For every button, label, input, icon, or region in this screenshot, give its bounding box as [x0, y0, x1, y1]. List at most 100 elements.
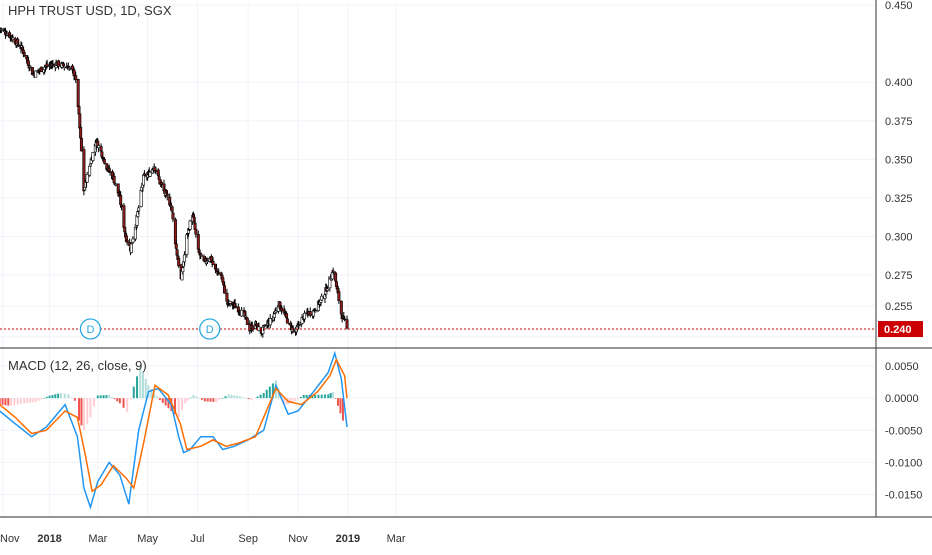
candle-body: [79, 138, 83, 152]
macd-axis-tick-label: -0.0050: [885, 425, 922, 437]
candle-body: [181, 267, 185, 273]
candle-body: [339, 300, 343, 315]
macd-histogram-bar: [224, 396, 227, 399]
candle-body: [221, 277, 225, 283]
candle-body: [76, 79, 80, 108]
candle-body: [217, 272, 221, 275]
candle-body: [171, 212, 175, 220]
macd-histogram-bar: [244, 398, 247, 399]
macd-histogram-bar: [265, 389, 268, 399]
macd-histogram-bar: [250, 398, 253, 401]
candle-body: [119, 204, 123, 207]
candle-body: [122, 205, 126, 228]
candle-body: [102, 157, 106, 159]
macd-histogram-bar: [118, 398, 121, 404]
macd-histogram-bar: [126, 398, 129, 413]
macd-histogram-bar: [28, 398, 31, 403]
macd-histogram-bar: [4, 398, 7, 406]
candle-body: [205, 260, 209, 263]
candle-body: [154, 170, 158, 172]
macd-histogram-bar: [34, 398, 37, 403]
candle-body: [70, 65, 74, 70]
macd-histogram-bar: [253, 398, 256, 399]
candle-body: [88, 163, 92, 167]
macd-histogram-bar: [230, 394, 233, 399]
macd-histogram-bar: [195, 396, 198, 399]
macd-histogram-bar: [102, 395, 105, 399]
candle-body: [91, 152, 95, 161]
candle-body: [337, 291, 341, 301]
macd-histogram-bar: [294, 398, 297, 402]
macd-histogram-bar: [136, 376, 139, 399]
macd-histogram-bar: [299, 397, 302, 399]
macd-histogram-bar: [227, 394, 230, 399]
candle-body: [325, 288, 329, 291]
time-axis-tick-label: Nov: [288, 533, 308, 545]
candle-body: [11, 37, 15, 40]
candle-body: [244, 315, 248, 318]
candle-body: [160, 181, 164, 185]
macd-histogram-bar: [256, 396, 259, 399]
candle-body: [22, 52, 26, 56]
macd-histogram-bar: [113, 398, 116, 400]
candle-body: [28, 65, 32, 68]
macd-histogram-bar: [297, 398, 300, 400]
macd-histogram-bar: [19, 398, 22, 404]
macd-histogram-bar: [43, 398, 46, 399]
macd-histogram-bar: [13, 398, 16, 406]
macd-histogram-bar: [86, 398, 89, 424]
macd-histogram-bar: [259, 394, 262, 399]
macd-histogram-bar: [82, 398, 85, 431]
price-axis-tick-label: 0.275: [885, 270, 913, 282]
candle-body: [165, 193, 169, 197]
candle-body: [343, 318, 347, 321]
macd-histogram-bar: [288, 398, 291, 404]
candle-body: [137, 207, 141, 212]
macd-histogram-bar: [177, 398, 180, 418]
macd-series-line: [0, 357, 348, 493]
macd-histogram-bar: [285, 398, 288, 405]
macd-histogram-bar: [105, 395, 108, 399]
candle-body: [0, 28, 3, 31]
macd-histogram-bar: [337, 398, 340, 406]
candle-body: [139, 189, 143, 207]
candle-body: [142, 173, 146, 176]
candle-body: [45, 63, 49, 67]
macd-histogram-bar: [31, 398, 34, 403]
macd-histogram-bar: [209, 398, 212, 402]
macd-histogram-bar: [218, 398, 221, 401]
candle-body: [196, 234, 200, 250]
time-axis-tick-label: Sep: [238, 533, 258, 545]
macd-histogram-bar: [129, 398, 132, 400]
candle-body: [97, 145, 101, 149]
macd-histogram-bar: [334, 398, 337, 399]
candle-body: [297, 324, 301, 326]
macd-histogram-bar: [314, 394, 317, 399]
macd-histogram-bar: [186, 398, 189, 401]
last-price-label: 0.240: [884, 324, 912, 336]
macd-histogram-bar: [67, 394, 70, 399]
macd-histogram-bar: [283, 398, 286, 405]
candle-body: [173, 219, 177, 245]
macd-histogram-bar: [57, 393, 60, 399]
macd-histogram-bar: [180, 398, 183, 411]
dividend-marker-label: D: [206, 324, 214, 336]
candle-body: [99, 146, 103, 152]
candle-body: [148, 172, 152, 177]
candle-body: [153, 167, 157, 171]
time-axis-tick-label: Jul: [190, 533, 204, 545]
macd-histogram-bar: [45, 396, 48, 399]
candle-body: [211, 260, 215, 265]
macd-histogram-bar: [40, 398, 43, 400]
time-axis-tick-label: 2019: [336, 533, 360, 545]
macd-histogram-bar: [192, 394, 195, 399]
macd-histogram-bar: [48, 395, 51, 399]
candle-body: [112, 175, 116, 184]
candle-body: [5, 33, 9, 36]
macd-histogram-bar: [10, 398, 13, 406]
macd-histogram-bar: [142, 372, 145, 399]
candle-body: [314, 310, 318, 313]
dividend-marker-label: D: [86, 324, 94, 336]
